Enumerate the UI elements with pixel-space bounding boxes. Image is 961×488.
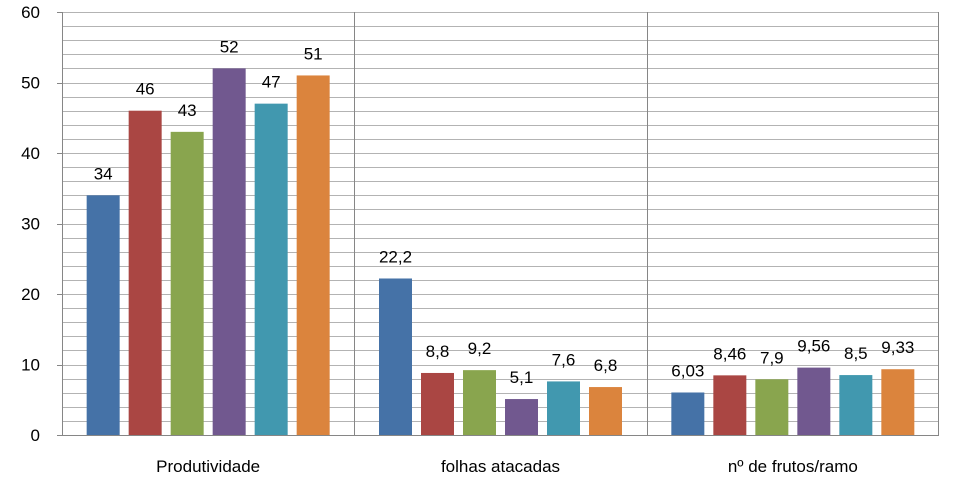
- bar: [671, 392, 705, 435]
- data-label: 9,2: [468, 339, 492, 358]
- data-label: 22,2: [379, 247, 412, 266]
- category-label: nº de frutos/ramo: [728, 457, 858, 476]
- bar: [86, 195, 120, 435]
- gridlines: [62, 12, 939, 422]
- data-label: 47: [262, 73, 281, 92]
- bar: [589, 387, 622, 435]
- bar: [212, 68, 246, 436]
- y-tick-label: 40: [21, 144, 40, 163]
- data-label: 7,9: [760, 348, 784, 367]
- data-label: 51: [304, 44, 323, 63]
- data-label: 9,56: [797, 337, 830, 356]
- data-label: 43: [178, 101, 197, 120]
- bar: [421, 372, 454, 435]
- data-label: 5,1: [510, 368, 534, 387]
- data-label: 9,33: [881, 338, 914, 357]
- y-tick-label: 50: [21, 74, 40, 93]
- bar: [797, 367, 831, 435]
- data-label: 7,6: [552, 350, 576, 369]
- category-label: folhas atacadas: [441, 457, 560, 476]
- data-label: 6,03: [671, 361, 704, 380]
- axes: 0 10 20 30 40 50 60 Produtividade folhas atacada…: [21, 3, 939, 476]
- bar: [839, 375, 873, 435]
- y-tick-label: 10: [21, 356, 40, 375]
- bar: [170, 131, 204, 435]
- bar: [713, 375, 747, 435]
- bar: [128, 110, 162, 435]
- bar: [547, 381, 580, 435]
- bar: [379, 278, 412, 435]
- data-labels: 34 46 43 52 47 51 22,2 8,8 9,2 5,1 7,6 6,8 6,03 8,46 7…: [94, 37, 915, 387]
- bar: [755, 379, 789, 435]
- data-label: 46: [136, 80, 155, 99]
- data-label: 34: [94, 164, 113, 183]
- y-tick-label: 0: [31, 426, 40, 445]
- bar: [254, 103, 288, 436]
- bar: [463, 370, 496, 435]
- data-label: 8,8: [426, 342, 450, 361]
- category-label: Produtividade: [156, 457, 260, 476]
- y-tick-label: 60: [21, 3, 40, 22]
- y-tick-label: 30: [21, 215, 40, 234]
- bars: [86, 68, 915, 436]
- bar: [296, 75, 330, 435]
- bar: [881, 369, 915, 435]
- data-label: 6,8: [594, 356, 618, 375]
- y-tick-label: 20: [21, 285, 40, 304]
- data-label: 8,46: [713, 344, 746, 363]
- bar: [505, 399, 538, 435]
- data-label: 8,5: [844, 344, 868, 363]
- data-label: 52: [220, 37, 239, 56]
